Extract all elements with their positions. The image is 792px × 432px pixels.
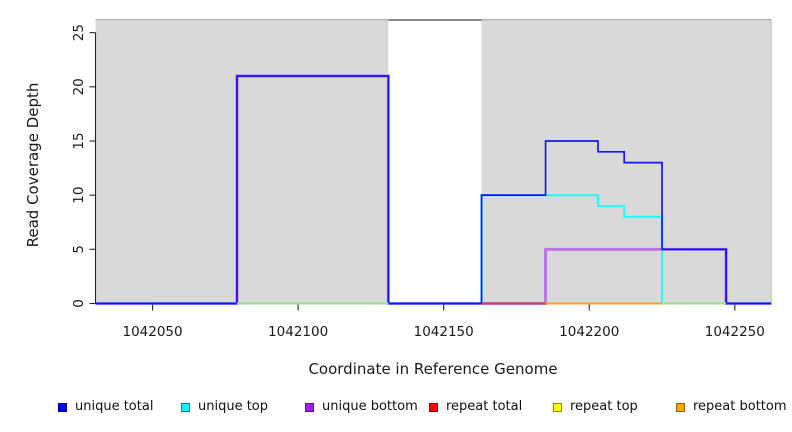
- y-axis-title: Read Coverage Depth: [24, 82, 42, 248]
- x-tick-label: 1042200: [559, 324, 619, 340]
- y-tick-label: 0: [71, 299, 87, 308]
- gap-region: [388, 19, 482, 304]
- y-tick-label: 25: [71, 24, 87, 41]
- shaded-region: [481, 19, 772, 304]
- x-tick-label: 1042100: [268, 324, 328, 340]
- x-axis-title: Coordinate in Reference Genome: [308, 360, 558, 378]
- shaded-region: [95, 19, 389, 304]
- x-tick-label: 1042150: [414, 324, 474, 340]
- x-tick-label: 1042050: [122, 324, 182, 340]
- coverage-line-unique-total: [95, 75, 772, 305]
- y-tick-label: 5: [71, 245, 87, 254]
- x-tick-label: 1042250: [705, 324, 765, 340]
- y-tick-label: 20: [71, 78, 87, 95]
- y-tick-label: 10: [71, 187, 87, 204]
- y-tick-label: 15: [71, 132, 87, 149]
